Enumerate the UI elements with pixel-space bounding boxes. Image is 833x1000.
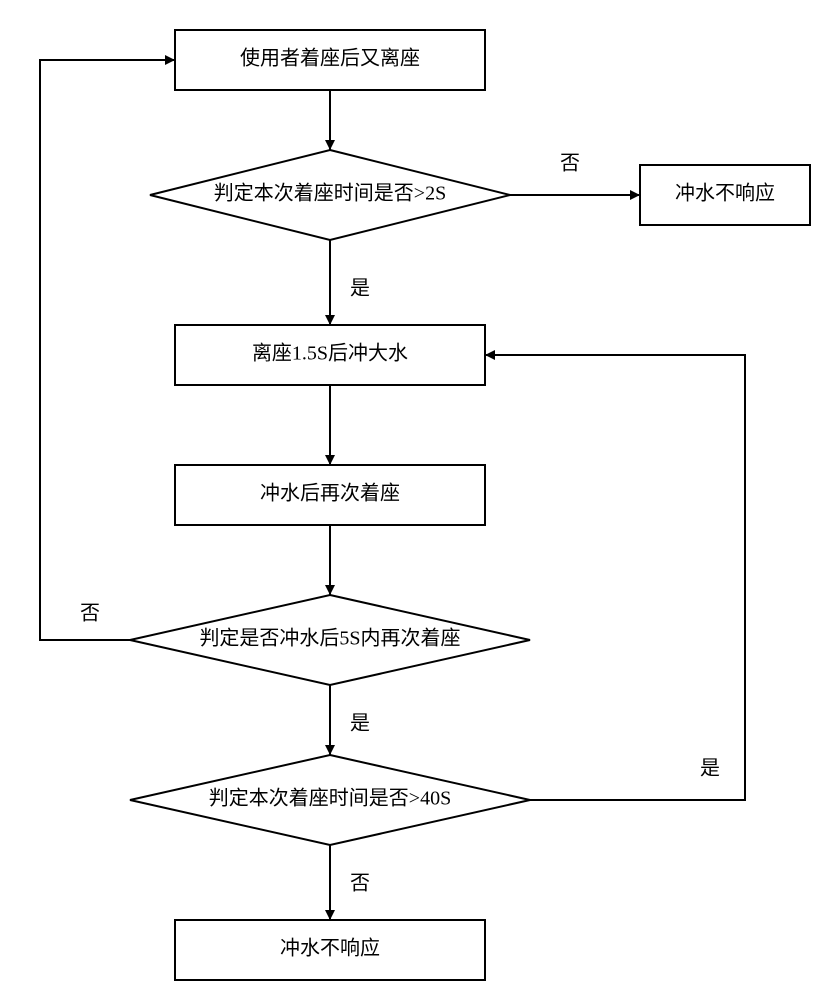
flowchart-canvas: 使用者着座后又离座 判定本次着座时间是否>2S 冲水不响应 离座1.5S后冲大水…: [0, 0, 833, 1000]
edge-n7-n4-label: 是: [700, 758, 720, 780]
node-big-flush: 离座1.5S后冲大水: [175, 325, 485, 385]
node-no-flush-2-label: 冲水不响应: [280, 937, 380, 960]
node-reseat-label: 冲水后再次着座: [260, 482, 400, 505]
node-no-flush-1: 冲水不响应: [640, 165, 810, 225]
node-start: 使用者着座后又离座: [175, 30, 485, 90]
node-decision-reseat-5s: 判定是否冲水后5S内再次着座: [130, 595, 530, 685]
node-decision-seat-40s-label: 判定本次着座时间是否>40S: [209, 787, 451, 810]
node-decision-reseat-5s-label: 判定是否冲水后5S内再次着座: [199, 627, 460, 650]
node-big-flush-label: 离座1.5S后冲大水: [252, 342, 408, 365]
node-no-flush-1-label: 冲水不响应: [675, 182, 775, 205]
node-decision-seat-2s: 判定本次着座时间是否>2S: [150, 150, 510, 240]
edge-n7-n8-label: 否: [350, 873, 370, 895]
edge-n6-n1: [40, 60, 175, 640]
node-decision-seat-40s: 判定本次着座时间是否>40S: [130, 755, 530, 845]
edge-n6-n7-label: 是: [350, 713, 370, 735]
node-no-flush-2: 冲水不响应: [175, 920, 485, 980]
edge-n6-n1-label: 否: [80, 603, 100, 625]
edge-n2-n3-label: 否: [560, 153, 580, 175]
node-decision-seat-2s-label: 判定本次着座时间是否>2S: [214, 182, 446, 205]
node-start-label: 使用者着座后又离座: [240, 47, 420, 70]
node-reseat: 冲水后再次着座: [175, 465, 485, 525]
edge-n7-n4: [485, 355, 745, 800]
edge-n2-n4-label: 是: [350, 278, 370, 300]
